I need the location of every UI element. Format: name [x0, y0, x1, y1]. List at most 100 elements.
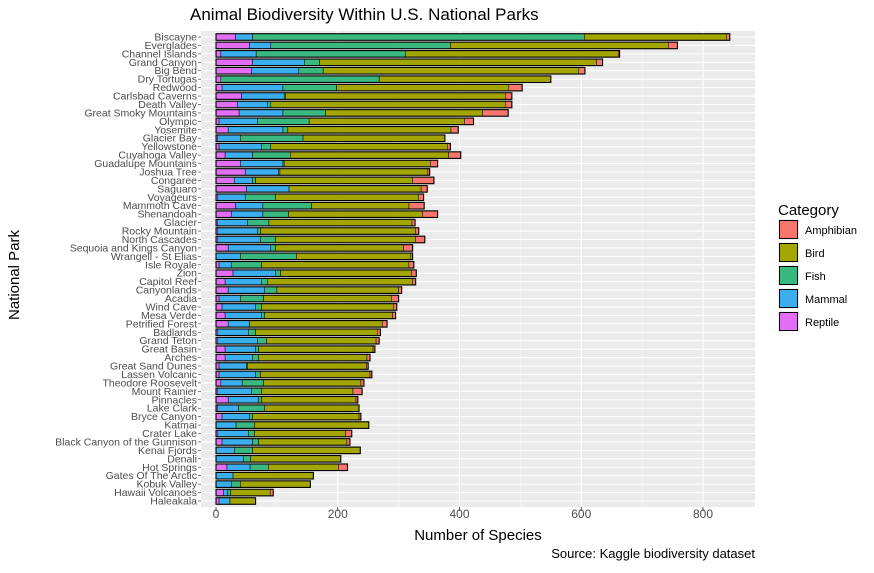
bar-segment-amphibian: [448, 151, 461, 159]
bar-outline: [215, 92, 513, 100]
bar-segment-reptile: [215, 41, 250, 49]
y-tick-label: Olympic: [159, 116, 197, 128]
bar-outline: [215, 235, 426, 244]
bar-segment-reptile: [215, 109, 240, 117]
bar-segment-amphibian: [508, 84, 523, 92]
x-tick-label: 800: [693, 507, 713, 521]
bar-outline: [215, 480, 311, 488]
bar-outline: [215, 66, 586, 75]
legend-label: Mammal: [805, 294, 847, 306]
bar-outline: [215, 395, 359, 404]
bar-segment-bird: [232, 472, 314, 480]
bar-segment-mammal: [224, 354, 253, 362]
bar-segment-amphibian: [408, 261, 415, 269]
bar-outline: [215, 345, 376, 353]
bar-outline: [215, 488, 274, 497]
bar-segment-bird: [279, 168, 429, 176]
bar-segment-reptile: [215, 278, 226, 286]
bar-segment-mammal: [241, 92, 285, 100]
bar-segment-amphibian: [482, 109, 509, 117]
bar-segment-bird: [260, 370, 371, 378]
bar-segment-mammal: [227, 396, 259, 404]
y-tick-label: Wind Cave: [146, 301, 198, 313]
bar-segment-reptile: [215, 160, 241, 168]
x-tick-label: 200: [328, 507, 348, 521]
bar-segment-fish: [252, 354, 259, 362]
bar-segment-fish: [262, 210, 289, 218]
y-axis-title: National Park: [6, 229, 23, 320]
chart-title: Animal Biodiversity Within U.S. National…: [190, 5, 539, 24]
y-tick-label: Lake Clark: [147, 403, 198, 415]
bar-segment-reptile: [215, 100, 238, 109]
y-tick-label: Crater Lake: [142, 428, 197, 440]
bar-segment-reptile: [215, 320, 229, 328]
bar-segment-fish: [234, 446, 253, 454]
bar-segment-bird: [319, 58, 597, 66]
bar-segment-bird: [250, 455, 342, 463]
bar-outline: [215, 218, 416, 227]
y-tick-label: Guadalupe Mountains: [94, 158, 197, 170]
bar-segment-mammal: [230, 210, 264, 218]
bar-segment-fish: [230, 480, 241, 488]
bar-segment-bird: [254, 421, 370, 429]
bar-segment-amphibian: [505, 92, 513, 100]
bar-segment-fish: [247, 219, 270, 227]
bar-segment-amphibian: [412, 176, 435, 184]
bar-segment-bird: [255, 176, 413, 184]
bar-segment-mammal: [215, 421, 237, 429]
bar-outline: [215, 252, 414, 261]
y-tick-label: Carlsbad Caverns: [113, 91, 197, 103]
bar-segment-fish: [298, 67, 324, 75]
y-tick-label: Everglades: [144, 40, 197, 52]
y-tick-label: Mammoth Cave: [123, 200, 197, 212]
bar-segment-bird: [268, 463, 339, 471]
y-tick-label: Yosemite: [154, 124, 197, 136]
bar-segment-reptile: [215, 67, 252, 75]
bar-segment-mammal: [215, 446, 235, 454]
bar-outline: [215, 446, 361, 455]
y-tick-label: Great Smoky Mountains: [84, 107, 197, 119]
bar-outline: [215, 311, 397, 320]
bar-segment-bird: [255, 328, 378, 336]
bar-segment-amphibian: [408, 202, 425, 210]
y-tick-label: Hawaii Volcanoes: [114, 487, 197, 499]
bar-outline: [215, 100, 513, 109]
bar-outline: [215, 319, 388, 328]
legend-swatch-mammal: [779, 289, 798, 308]
bar-segment-reptile: [215, 176, 235, 184]
bar-segment-fish: [255, 345, 259, 353]
bar-segment-fish: [252, 438, 259, 446]
bar-outline: [215, 151, 462, 159]
bar-segment-amphibian: [391, 294, 399, 303]
bar-segment-bird: [378, 75, 552, 83]
bar-segment-reptile: [215, 210, 232, 218]
x-tick-label: 400: [449, 507, 469, 521]
bars-layer: [215, 33, 731, 505]
bar-segment-amphibian: [352, 387, 363, 395]
bar-segment-mammal: [227, 244, 272, 252]
bar-segment-fish: [240, 252, 297, 260]
bar-segment-amphibian: [345, 429, 353, 438]
bar-outline: [215, 117, 475, 126]
source-caption: Source: Kaggle biodiversity dataset: [551, 546, 755, 561]
bar-segment-mammal: [218, 294, 241, 303]
bar-segment-mammal: [221, 438, 253, 446]
bar-segment-reptile: [215, 463, 228, 471]
bar-segment-bird: [268, 219, 413, 227]
bar-segment-bird: [247, 362, 367, 370]
bar-segment-mammal: [218, 143, 262, 151]
y-tick-label: Black Canyon of the Gunnison: [55, 436, 197, 448]
bar-segment-bird: [261, 387, 354, 395]
x-tick-label: 600: [571, 507, 591, 521]
bar-segment-bird: [288, 210, 423, 218]
bar-segment-mammal: [227, 320, 250, 328]
bar-outline: [215, 497, 257, 505]
bar-segment-mammal: [234, 176, 253, 184]
legend-swatch-amphibian: [779, 220, 798, 239]
bar-segment-mammal: [221, 303, 256, 311]
y-tick-label: Haleakala: [150, 496, 197, 508]
bar-outline: [215, 75, 552, 84]
y-tick-label: Voyageurs: [147, 192, 197, 204]
bar-segment-mammal: [215, 472, 234, 480]
legend-label: Amphibian: [805, 225, 857, 237]
